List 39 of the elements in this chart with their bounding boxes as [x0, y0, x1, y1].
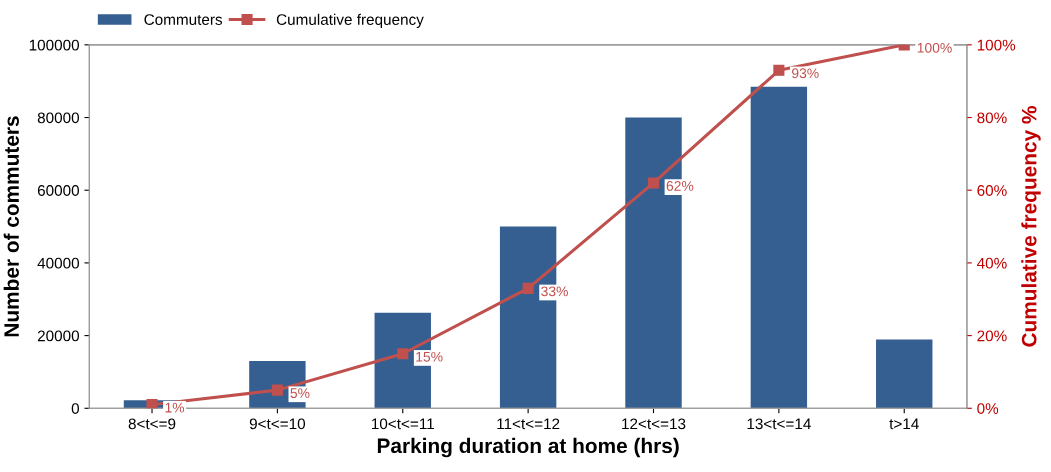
bar: [876, 339, 933, 409]
point: [522, 282, 534, 294]
y-tick-label: 20000: [37, 330, 80, 342]
x-tick-label: t>14: [889, 418, 919, 430]
y-tick-label: 80000: [37, 112, 80, 124]
point: [647, 177, 660, 189]
legend-label: Cumulative frequency: [276, 13, 424, 28]
bar: [750, 86, 808, 409]
point: [773, 64, 785, 76]
point: [271, 384, 283, 396]
data-label: 5%: [290, 388, 310, 398]
y2-tick-label: 0%: [977, 403, 999, 414]
x-tick-label: 13<t<=14: [747, 418, 811, 430]
y-tick-label: 0: [71, 403, 80, 414]
y2-tick-label: 40%: [976, 257, 1007, 269]
data-label: 62%: [666, 181, 694, 191]
data-label: 100%: [917, 42, 952, 53]
y-tick-label: 100000: [29, 39, 80, 51]
x-tick-label: 12<t<=13: [622, 418, 686, 430]
data-label: 1%: [165, 402, 185, 413]
y-axis-title: Number of commuters: [3, 116, 19, 337]
y2-tick-label: 80%: [977, 112, 1007, 124]
legend-label: Commuters: [144, 14, 223, 25]
data-label: 15%: [416, 351, 443, 362]
x-axis-title: Parking duration at home (hrs): [377, 437, 679, 458]
point: [146, 399, 158, 409]
x-tick-label: 10<t<=11: [371, 418, 434, 430]
x-tick-label: 8<t<=9: [128, 418, 176, 430]
data-label: 33%: [541, 286, 568, 297]
data-label: 93%: [792, 68, 819, 79]
y2-axis-title: Cumulative frequency %: [1021, 106, 1041, 347]
y-tick-label: 40000: [37, 257, 80, 269]
y2-tick-label: 60%: [977, 185, 1007, 196]
point: [397, 348, 409, 360]
y-tick-label: 60000: [37, 185, 80, 196]
x-tick-label: 11<t<=12: [497, 418, 560, 430]
y2-tick-label: 20%: [977, 330, 1007, 342]
y2-tick-label: 100%: [977, 39, 1016, 51]
x-tick-label: 9<t<=10: [249, 418, 306, 430]
